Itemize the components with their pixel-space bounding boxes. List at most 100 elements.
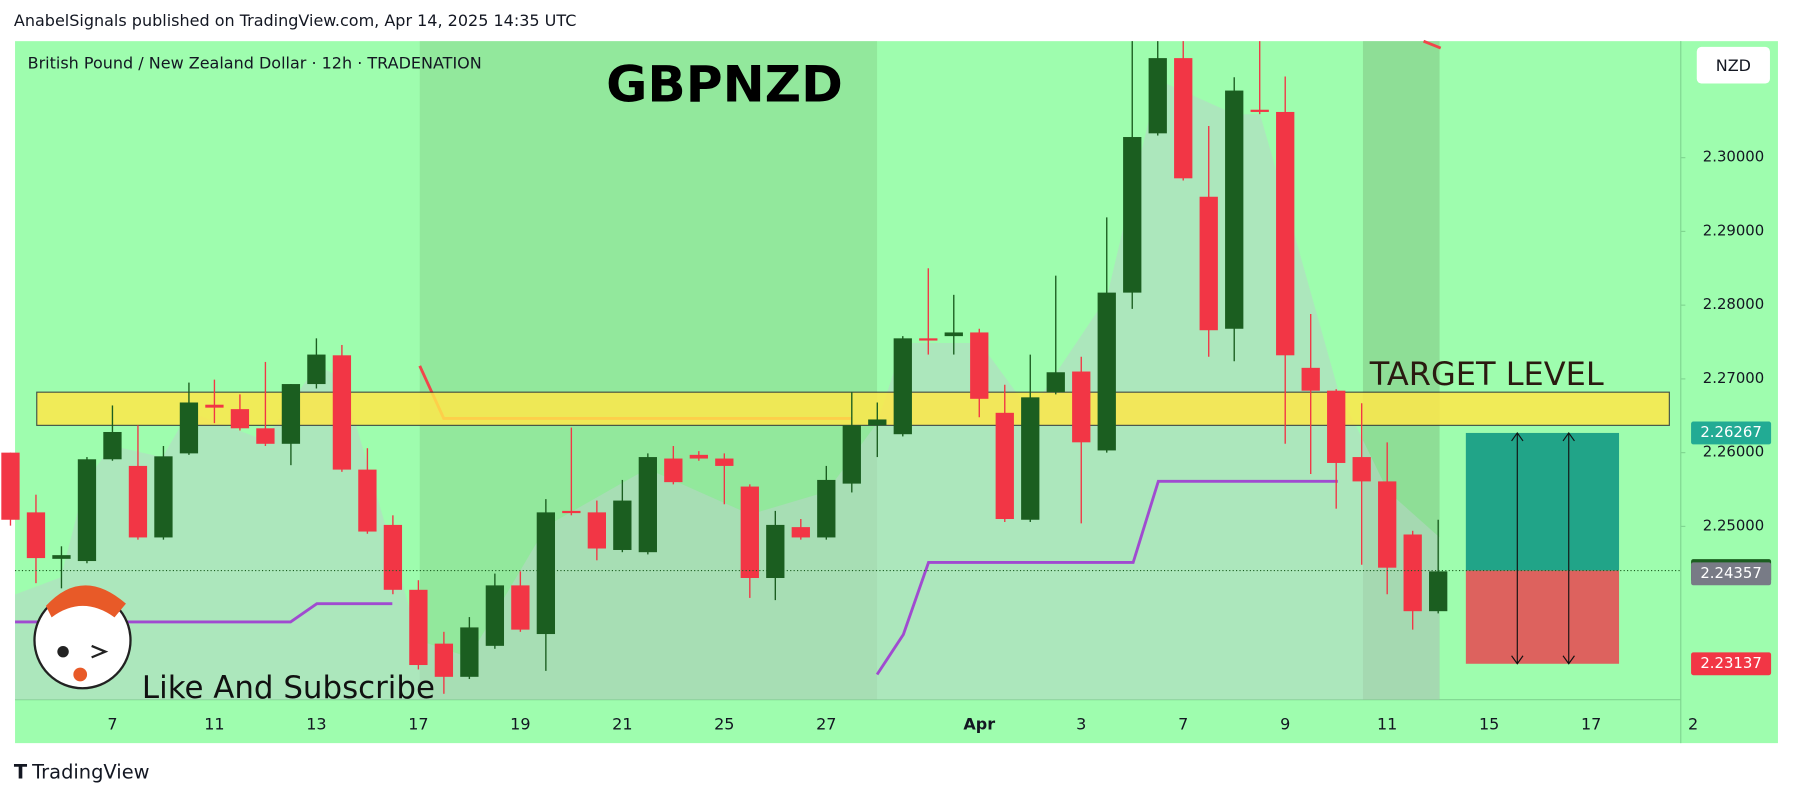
candle-body: [383, 524, 403, 590]
position-arrows: [1511, 431, 1575, 665]
candle-body: [332, 355, 352, 470]
candle-body: [52, 555, 71, 559]
arrow-head: [1511, 431, 1524, 442]
candle-body: [1199, 196, 1218, 331]
candle-body: [358, 469, 377, 532]
x-tick-label: 13: [306, 714, 326, 733]
arrow-head: [1511, 655, 1524, 665]
candle-body: [281, 384, 301, 444]
candle-body: [77, 459, 97, 562]
chart-title: GBPNZD: [606, 55, 843, 114]
mascot: [33, 585, 132, 690]
candle-body: [26, 512, 46, 559]
x-tick-label: 21: [612, 714, 632, 733]
candle-body: [791, 527, 810, 538]
candle-body: [536, 512, 556, 635]
indicator-area: [15, 80, 1440, 700]
candle-body: [1123, 137, 1142, 293]
candle-body: [919, 338, 938, 341]
header: AnabelSignals published on TradingView.c…: [14, 11, 576, 30]
y-tick-label: 2.28000: [1703, 295, 1764, 313]
x-tick-label: 7: [107, 714, 117, 733]
candle-body: [1097, 292, 1116, 451]
candle-body: [1225, 90, 1244, 329]
x-tick-label: 3: [1076, 714, 1086, 733]
candle-body: [842, 425, 861, 484]
x-tick-label: 11: [204, 714, 224, 733]
x-tick-label: 9: [1280, 714, 1290, 733]
y-tick-label: 2.26000: [1703, 443, 1764, 461]
candle-body: [511, 585, 530, 630]
x-tick-label: 2: [1688, 714, 1698, 733]
candle-body: [740, 486, 759, 579]
price-label: 2.23137: [1700, 654, 1761, 672]
y-tick-label: 2.29000: [1703, 221, 1764, 239]
candle-body: [970, 332, 989, 399]
x-tick-label: 11: [1377, 714, 1397, 733]
candle-body: [868, 419, 887, 426]
candle-body: [103, 431, 122, 460]
candle-body: [638, 457, 657, 553]
candle-body: [1021, 397, 1040, 520]
candle-body: [562, 510, 581, 514]
candle-body: [154, 456, 173, 538]
candle-body: [1429, 571, 1448, 612]
stop-zone: [1465, 570, 1620, 664]
candle-body: [1352, 457, 1371, 482]
candle-body: [1301, 367, 1320, 391]
x-tick-label: 17: [408, 714, 428, 733]
target-zone: [1465, 432, 1620, 571]
candle-body: [893, 338, 912, 435]
candle-body: [1046, 372, 1065, 393]
target-band: [36, 391, 1670, 426]
x-tick-label: 7: [1178, 714, 1188, 733]
candle-body: [995, 412, 1014, 520]
watermark: Like And Subscribe: [142, 670, 435, 706]
price-label-box: [1691, 421, 1772, 445]
candle-body: [613, 500, 632, 550]
candle-body: [944, 332, 963, 337]
x-tick-label: 17: [1581, 714, 1601, 733]
candle-body: [179, 402, 199, 454]
candle-body: [434, 643, 454, 677]
x-tick-label: 25: [714, 714, 734, 733]
footer: TradingView: [31, 760, 149, 783]
x-tick-label: Apr: [963, 714, 995, 733]
annotation: TARGET LEVEL: [1369, 355, 1604, 393]
candle-body: [1276, 111, 1295, 356]
candle-body: [1174, 58, 1193, 179]
y-tick-label: 2.25000: [1703, 516, 1764, 534]
indicator-line: [875, 479, 1338, 676]
candle-body: [256, 428, 275, 444]
candle-body: [715, 458, 734, 466]
candle-body: [485, 585, 505, 646]
candle-body: [409, 589, 428, 666]
candle-body: [460, 627, 479, 677]
candle-body: [1, 452, 20, 520]
currency-box: [1696, 46, 1770, 84]
price-label-box: [1691, 562, 1772, 586]
price-label: 2.26267: [1700, 423, 1761, 441]
x-tick-label: 19: [510, 714, 530, 733]
candle-body: [766, 524, 785, 579]
price-label-box: [1691, 652, 1772, 676]
candle-body: [307, 354, 326, 385]
arrow-head: [1562, 431, 1575, 442]
candle-body: [587, 512, 606, 549]
candle-body: [689, 454, 708, 459]
candle-body: [128, 465, 148, 538]
arrow-head: [1562, 655, 1575, 665]
candle-body: [664, 458, 683, 483]
y-tick-label: 2.30000: [1703, 148, 1764, 166]
indicator-line: [15, 602, 393, 624]
legend: British Pound / New Zealand Dollar · 12h…: [28, 54, 482, 73]
candle-body: [1378, 481, 1397, 568]
x-tick-label: 15: [1479, 714, 1499, 733]
candle-body: [1148, 58, 1167, 134]
indicator-line: [1423, 39, 1442, 50]
candle-body: [1072, 371, 1091, 443]
currency: NZD: [1716, 56, 1751, 75]
candle-body: [817, 479, 836, 538]
x-tick-label: 27: [816, 714, 836, 733]
